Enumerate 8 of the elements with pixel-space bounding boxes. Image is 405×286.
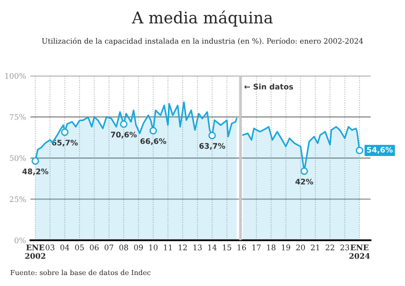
point [149,126,157,134]
point [120,120,128,128]
point [300,167,308,175]
chart-title: A media máquina [132,10,273,27]
point [356,146,364,154]
point [32,157,40,165]
point [61,128,68,136]
point [208,132,216,140]
